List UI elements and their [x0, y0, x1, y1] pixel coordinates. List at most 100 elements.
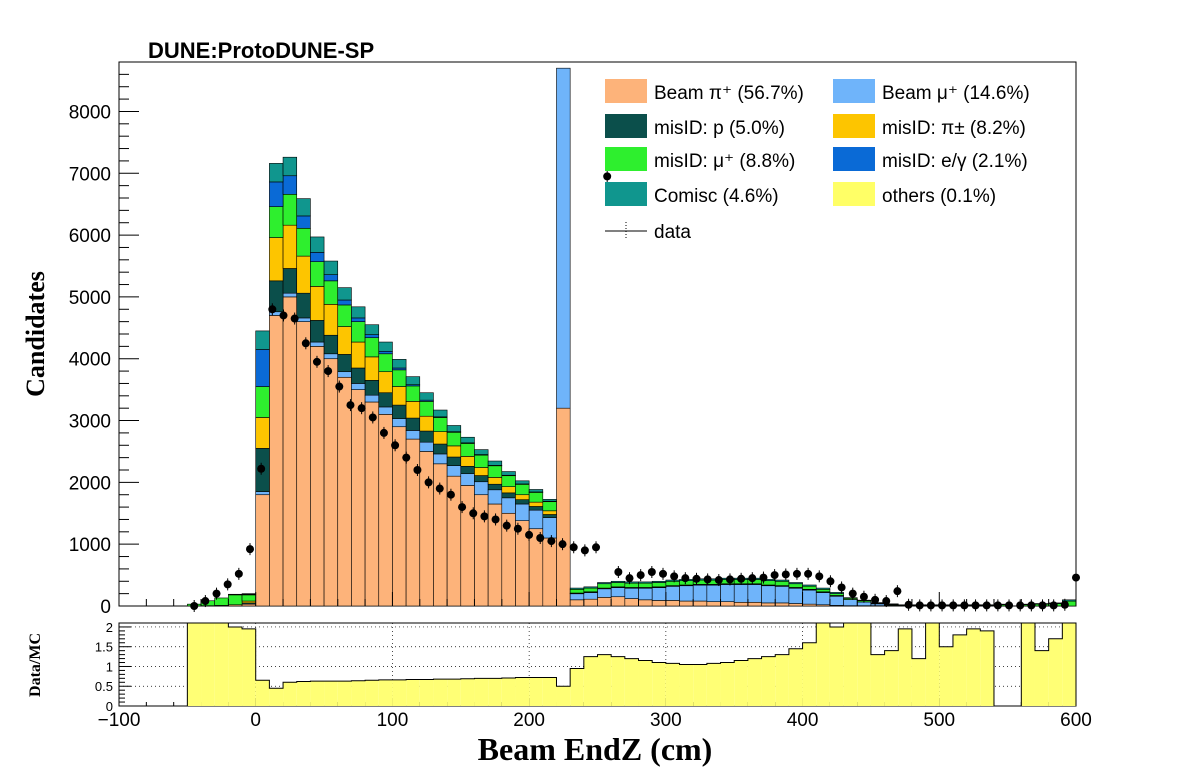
bar-segment	[296, 321, 311, 607]
x-tick-label: 400	[787, 710, 819, 731]
bar-segment	[364, 337, 380, 358]
legend-label: misID: π± (8.2%)	[882, 118, 1026, 139]
bar-segment	[583, 586, 598, 589]
data-point	[1005, 601, 1014, 610]
data-point	[826, 577, 835, 586]
bar-segment	[624, 598, 639, 607]
bar-segment	[364, 401, 380, 607]
bar-segment	[323, 260, 339, 275]
data-point	[502, 521, 511, 530]
bar-segment	[310, 320, 325, 343]
legend-label: Comisc (4.6%)	[654, 186, 779, 207]
bar-segment	[515, 499, 530, 505]
bar-segment	[542, 517, 557, 539]
bar-segment	[255, 491, 270, 496]
bar-segment	[269, 237, 284, 282]
data-point	[871, 595, 880, 604]
y-tick-label: 2000	[69, 473, 111, 494]
bar-segment	[296, 292, 311, 319]
bar-segment	[351, 367, 366, 384]
data-point	[469, 509, 478, 518]
bar-segment	[269, 315, 284, 607]
ratio-bar	[433, 679, 448, 706]
ratio-bar	[419, 679, 434, 706]
legend-label: misID: μ⁺ (8.8%)	[654, 151, 795, 172]
bar-segment	[802, 585, 817, 590]
ratio-bar	[378, 679, 393, 706]
data-point	[603, 172, 612, 181]
bar-segment	[310, 346, 325, 607]
data-point	[815, 572, 824, 581]
bar-segment	[679, 600, 694, 607]
bar-segment	[323, 334, 339, 355]
ratio-bar	[310, 681, 325, 706]
data-point	[926, 601, 935, 610]
bar-segment	[487, 489, 503, 505]
data-point	[279, 311, 288, 320]
y-axis-label: Candidates	[21, 271, 50, 397]
ratio-bar	[884, 650, 899, 706]
data-point	[1016, 601, 1025, 610]
bar-segment	[323, 280, 339, 305]
bar-segment	[747, 601, 762, 607]
data-point	[804, 569, 813, 578]
bar-segment	[802, 589, 817, 605]
bar-segment	[761, 602, 776, 607]
data-point	[659, 569, 668, 578]
ratio-bar	[816, 623, 830, 706]
bar-segment	[378, 371, 393, 394]
data-point	[960, 601, 969, 610]
bar-segment	[310, 252, 325, 262]
bar-segment	[282, 268, 298, 294]
data-point	[301, 339, 310, 348]
ratio-bar	[597, 654, 612, 706]
data-point	[781, 570, 790, 579]
series-3	[241, 224, 844, 604]
bar-segment	[378, 406, 393, 415]
ratio-bar	[242, 628, 256, 706]
bar-segment	[487, 465, 503, 478]
data-point	[904, 600, 913, 609]
data-point	[569, 543, 578, 552]
bar-segment	[474, 454, 489, 468]
bar-segment	[815, 589, 831, 593]
ratio-bar	[911, 658, 926, 706]
bar-segment	[706, 584, 721, 602]
data-point	[391, 441, 400, 450]
ratio-bar	[665, 663, 680, 706]
ratio-bar	[1048, 638, 1063, 706]
data-point	[190, 602, 199, 610]
bar-segment	[282, 175, 298, 195]
data-point	[223, 580, 232, 589]
bar-segment	[310, 236, 325, 253]
ratio-bar	[214, 623, 229, 706]
data-point	[725, 575, 734, 584]
legend-label-data: data	[654, 222, 691, 243]
legend-label: Beam π⁺ (56.7%)	[654, 83, 804, 104]
bar-segment	[692, 584, 708, 602]
data-point	[446, 490, 455, 499]
bar-segment	[310, 341, 325, 347]
bar-segment	[569, 593, 585, 601]
bar-segment	[720, 601, 735, 607]
bar-segment	[665, 600, 680, 607]
data-point	[257, 464, 266, 473]
x-tick-label: 0	[250, 710, 261, 731]
bar-segment	[419, 401, 434, 417]
bar-segment	[542, 499, 557, 502]
bar-segment	[351, 341, 366, 369]
y-tick-label: 6000	[69, 226, 111, 247]
bar-segment	[228, 594, 243, 606]
bar-segment	[241, 593, 257, 595]
data-points	[190, 170, 1080, 612]
ratio-bar	[734, 660, 748, 706]
bar-segment	[337, 376, 352, 607]
data-point	[636, 571, 645, 580]
ratio-histogram	[186, 622, 1077, 707]
bar-segment	[569, 587, 585, 590]
data-point	[670, 572, 679, 581]
bar-segment	[487, 460, 503, 466]
bar-segment	[446, 425, 462, 432]
